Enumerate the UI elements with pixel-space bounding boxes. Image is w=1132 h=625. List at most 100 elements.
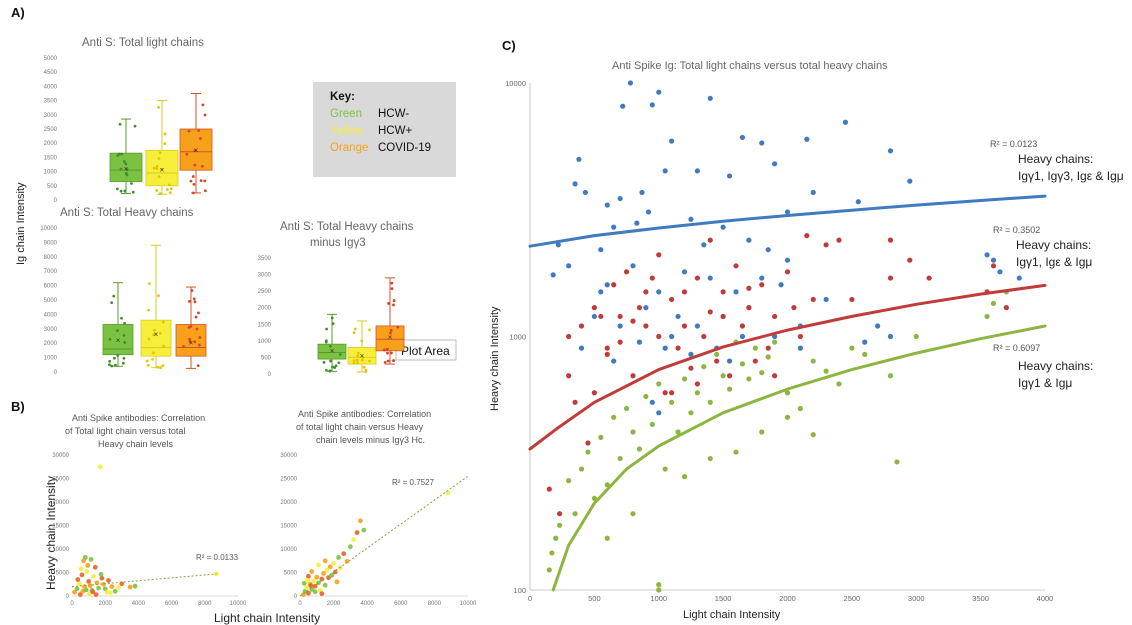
chart-a_light-jitter-point [189,179,193,183]
chart-c-green-point [990,300,997,307]
chart-a_heavy_minus-jitter-point [337,361,341,365]
legend-key: Key: Green HCW- Yellow HCW+ Orange COVID… [313,82,456,177]
chart-a_heavy-jitter-point [156,365,160,369]
chart-c-xtick: 1000 [650,594,667,603]
chart-a_light-mean-marker: × [160,166,165,175]
chart-b_total-point [127,584,133,590]
chart-a_heavy-jitter-point [152,351,155,355]
legend-swatch-orange: Orange [330,142,368,154]
chart-c-red-point [662,390,668,396]
chart-c-blue-point [746,237,752,243]
chart-a_light-ytick: 5000 [44,56,58,62]
chart-a_light-jitter-point [163,142,167,146]
chart-c-green-point [746,376,752,382]
chart-b_total-point [99,575,105,581]
chart-c-green-point [557,522,563,528]
chart-c-blue-point [598,247,604,253]
chart-c-xtick: 2000 [779,594,796,603]
chart-c-blue-point [649,102,655,108]
chart-a_heavy-ytick: 8000 [44,255,58,261]
chart-b_total-ytick: 15000 [52,524,69,530]
chart-c-blue-trendline [528,194,1047,248]
chart-c-blue-point [598,289,604,295]
chart-c-ytick: 10000 [505,79,526,88]
chart-a_light-jitter-point [167,183,171,187]
chart-c-blue-point [759,275,765,281]
chart-a_light-jitter-point [165,188,169,192]
chart-a_heavy_minus-jitter-point [353,327,357,331]
chart-a_heavy-box [140,319,172,357]
chart-c-blue-point [887,148,894,154]
chart-a_heavy-jitter-point [158,331,162,335]
chart-a_heavy-jitter-point [188,299,191,303]
chart-a_light-jitter-point [115,187,119,191]
chart-c-red-point [694,381,700,387]
chart-c-blue-point [694,168,700,174]
chart-c-blue-point [688,351,694,357]
chart-a_heavy_minus-jitter-point [356,354,360,358]
chart-c-blue-point [611,358,617,364]
chart-a_heavy_minus-jitter-point [387,302,390,305]
chart-a_heavy_minus-ytick: 2000 [258,306,272,312]
chart-b_total-xtick: 0 [70,601,74,607]
chart-c-red-point [887,275,894,281]
chart-b_minus-point [336,555,342,560]
chart-b_minus-point [348,544,353,550]
chart-c-red-point [598,313,604,320]
chart-b_total-point [97,464,103,470]
chart-a_heavy-jitter-point [114,363,117,367]
chart-a_heavy-jitter-point [157,294,160,298]
chart-a_heavy_minus-jitter-point [392,303,395,307]
chart-a_heavy_minus-jitter-point [361,356,365,359]
chart-c-red-point [791,305,797,311]
chart-c-red-point [636,305,643,311]
chart-a_light-jitter-point [133,124,137,128]
chart-a_heavy_minus-jitter-point [390,281,394,285]
chart-b_total-point [77,592,83,597]
chart-c-red-point [578,323,585,329]
chart-c-green-point [733,449,739,455]
chart-b_minus-ytick: 0 [294,594,298,600]
chart-a_heavy-jitter-point [112,356,116,360]
chart-b_minus-xtick: 0 [298,601,302,607]
chart-b_minus-point [301,580,307,586]
chart-a_heavy_minus-box [317,343,347,360]
chart-c-red-point [656,333,662,340]
chart-c-xtick: 500 [588,594,601,603]
chart-c-green-point [636,446,643,452]
chart-c-green-point [572,511,578,517]
chart-b_minus-point [341,551,347,557]
chart-b-total-rsq: R² = 0.0133 [196,553,239,562]
chart-c-green-label-2: Igγ1 & Igμ [1018,376,1072,390]
chart-c-red-point [611,282,617,288]
chart-c-blue-point [662,345,668,351]
chart-a_heavy_minus-ytick: 500 [261,355,272,361]
chart-c-blue-point [887,333,894,340]
chart-c-blue-point [669,138,675,144]
chart-a_heavy-jitter-point [159,366,163,370]
chart-a_light-jitter-point [204,189,207,193]
chart-a_heavy-jitter-point [194,315,198,319]
chart-a_light-jitter-point [169,187,173,191]
chart-c-blue-point [649,399,655,405]
chart-c-green-point [604,535,610,541]
chart-a_light-ytick: 500 [47,184,58,190]
chart-a_light-jitter-point [155,167,159,171]
chart-c-green-point [549,550,555,556]
chart-a_light-jitter-point [160,167,164,171]
chart-a_heavy_minus-jitter-point [322,360,326,364]
chart-a_heavy_minus-jitter-point [364,368,368,372]
chart-c-blue-point [733,289,739,295]
chart-b_minus-xtick: 8000 [428,601,442,607]
chart-b_total-point [72,589,77,595]
chart-a_heavy_minus-jitter-point [390,351,393,355]
legend-label-hcw-neg: HCW- [378,108,409,120]
chart-c-blue-point [634,220,640,226]
chart-b_total-point [96,585,101,591]
chart-b_minus-point [308,583,314,589]
chart-b_minus-point [331,560,336,566]
chart-c-red-point [649,275,655,281]
chart-a_heavy-ytick: 3000 [44,327,58,333]
chart-b_minus-point [312,583,318,589]
chart-c-green-point [823,368,829,374]
